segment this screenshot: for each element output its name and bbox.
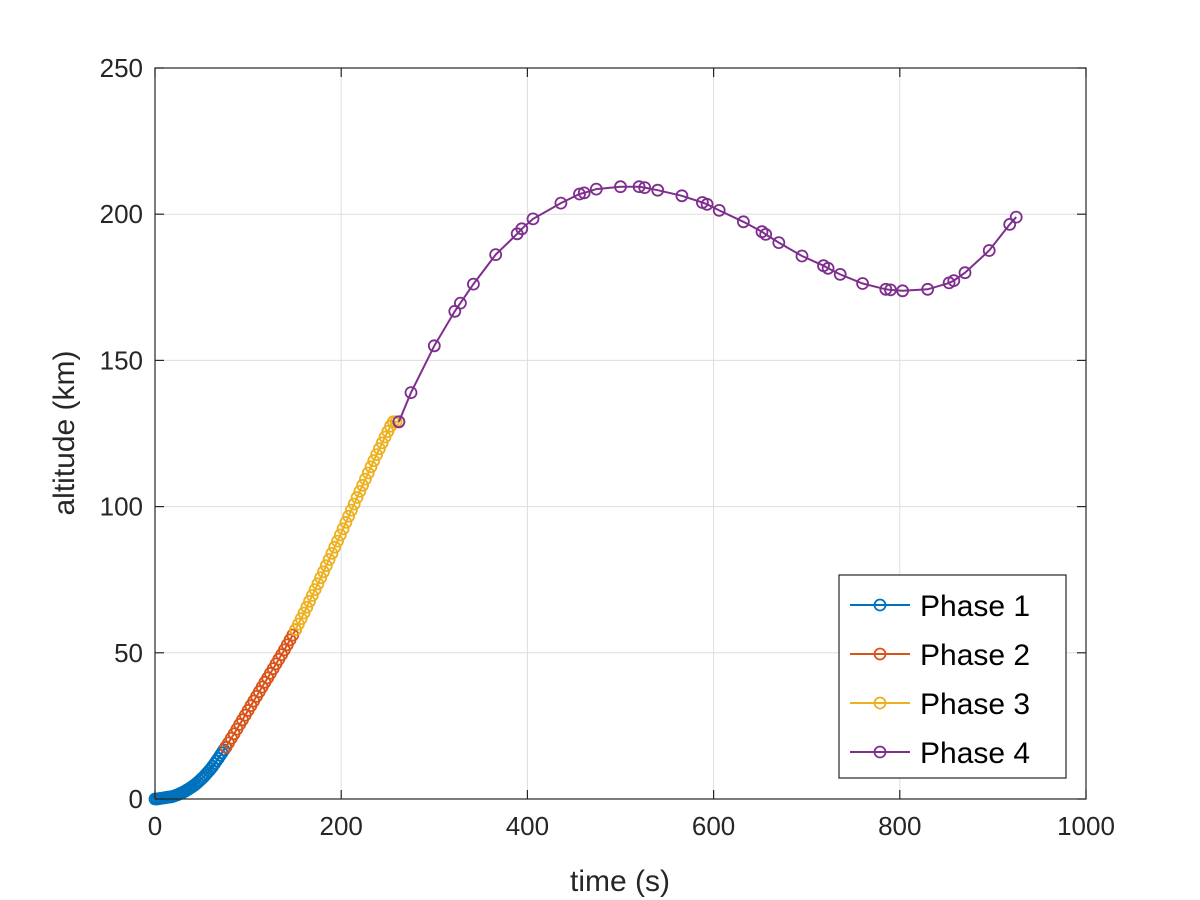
data-point-marker [821,261,835,275]
data-point-marker [466,277,480,291]
y-tick-label: 250 [100,53,143,83]
legend-marker [873,647,887,661]
y-tick-labels: 0 50 100 150 200 250 [100,53,143,814]
data-point-marker [712,203,726,217]
data-point-marker [896,284,909,298]
legend: Phase 1 Phase 2 Phase 3 Phase 4 [838,574,1067,779]
data-point-marker [427,339,441,353]
data-point-marker [526,212,540,226]
data-point-marker [651,183,665,197]
data-point-marker [331,534,344,548]
data-point-marker [342,509,356,523]
data-point-marker [884,283,897,297]
series-2 [219,623,303,754]
data-point-marker [614,180,627,194]
data-point-marker [361,466,375,480]
data-point-marker [833,267,847,281]
data-point-marker [879,282,893,296]
data-point-marker [364,460,378,474]
data-point-marker [1003,217,1017,231]
data-point-marker [328,540,342,554]
x-tick-label: 0 [148,811,162,841]
data-point-marker [515,222,529,236]
data-point-marker [675,189,689,203]
x-tick-label: 400 [506,811,549,841]
data-point-marker [856,277,869,290]
tick-marks [154,67,1087,800]
data-point-marker [344,503,358,517]
data-point-marker [370,448,384,462]
data-point-marker [554,196,568,210]
data-point-marker [489,248,503,262]
y-tick-label: 200 [100,199,143,229]
y-tick-label: 100 [100,492,143,522]
data-point-marker [317,565,330,579]
data-point-marker [795,249,809,263]
y-tick-label: 50 [114,638,143,668]
x-tick-label: 800 [878,811,921,841]
x-axis-label: time (s) [570,865,670,898]
y-tick-label: 150 [100,345,143,375]
data-point-marker [350,491,364,504]
x-tick-label: 200 [320,811,363,841]
y-axis-label: altitude (km) [48,350,81,515]
legend-label: Phase 3 [920,688,1030,721]
data-point-marker [632,180,646,194]
y-tick-label: 0 [129,784,143,814]
axes-box [154,67,1087,800]
data-point-marker [589,182,603,196]
legend-label: Phase 4 [920,737,1030,770]
data-point-marker [921,282,935,296]
data-point-marker [375,436,389,450]
data-point-marker [577,186,591,200]
data-point-marker [322,553,336,566]
data-point-marker [700,197,714,211]
x-tick-label: 1000 [1057,811,1115,841]
data-point-marker [982,244,996,257]
data-point-marker [404,386,418,400]
data-point-marker [1009,210,1023,224]
data-point-marker [573,187,586,201]
series-layer [148,180,1023,806]
data-point-marker [311,577,325,591]
data-point-marker [356,478,370,492]
data-point-marker [305,589,319,602]
series-4 [392,180,1023,429]
legend-label: Phase 1 [920,590,1030,623]
series-3 [289,415,406,637]
data-point-marker [737,215,750,229]
data-point-marker [319,559,333,573]
x-tick-label: 600 [692,811,735,841]
data-point-marker [325,547,339,560]
data-point-marker [347,497,361,511]
legend-marker [873,598,887,612]
data-point-marker [339,516,353,529]
data-point-marker [638,181,652,195]
data-point-marker [453,296,467,310]
data-point-marker [358,472,372,486]
legend-label: Phase 2 [920,639,1030,672]
legend-marker [873,696,887,710]
data-point-marker [300,600,314,614]
data-point-marker [314,571,328,585]
legend-marker [873,745,887,759]
x-tick-labels: 0 200 400 600 800 1000 [148,811,1115,841]
data-point-marker [759,227,773,241]
data-point-marker [333,528,347,542]
data-point-marker [353,484,367,498]
data-point-marker [958,266,972,280]
data-point-marker [392,415,406,429]
data-point-marker [336,522,350,536]
data-point-marker [947,274,961,288]
data-point-marker [772,236,786,250]
data-point-marker [367,454,381,468]
